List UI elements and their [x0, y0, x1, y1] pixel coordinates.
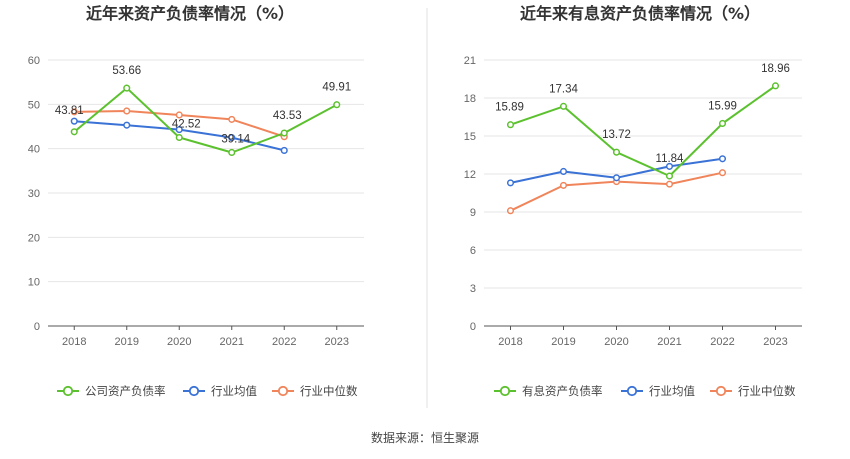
legend-marker-icon: [62, 385, 74, 397]
data-point-industry_avg: [123, 121, 131, 129]
legend-marker-icon: [188, 385, 200, 397]
chart-panel-interest-bearing-debt-ratio: 近年来有息资产负债率情况（%） 0 3 6 9 12 15 18 21 2018 2019 2020 2…: [464, 4, 802, 398]
y-tick-label: 10: [28, 277, 40, 289]
data-point-company: [175, 133, 183, 142]
y-tick-label: 0: [34, 321, 40, 333]
x-tick-label: 2019: [551, 336, 575, 348]
data-point-industry_median: [175, 111, 183, 119]
y-tick-label: 30: [28, 188, 40, 200]
y-tick-label: 0: [470, 321, 476, 333]
data-point-company: [559, 102, 568, 110]
legend-item-company: 有息资产负债率: [494, 384, 603, 398]
data-point-industry_median: [70, 108, 78, 116]
data-label: 49.91: [322, 82, 351, 94]
data-point-industry_median: [228, 115, 236, 123]
data-label: 15.99: [708, 100, 737, 112]
chart-title: 近年来有息资产负债率情况（%）: [520, 4, 760, 23]
legend-item-industry_median: 行业中位数: [710, 384, 796, 398]
y-tick-label: 20: [28, 232, 40, 244]
data-point-industry_median: [718, 169, 727, 177]
y-tick-label: 9: [470, 207, 476, 219]
data-point-company: [123, 84, 131, 92]
legend-item-company: 公司资产负债率: [57, 384, 166, 398]
data-label: 11.84: [656, 153, 685, 165]
data-point-company: [280, 129, 288, 137]
x-tick-label: 2020: [604, 336, 628, 348]
data-source-note: 数据来源：恒生聚源: [371, 430, 479, 445]
legend-label: 行业中位数: [300, 384, 358, 398]
y-tick-label: 3: [470, 283, 476, 295]
legend-marker-icon: [715, 385, 727, 397]
y-tick-label: 21: [464, 55, 476, 67]
legend-marker-icon: [626, 385, 638, 397]
series-line-company: [73, 87, 338, 154]
data-point-industry_avg: [612, 174, 621, 182]
legend-label: 公司资产负债率: [85, 384, 166, 398]
data-point-industry_avg: [70, 117, 78, 125]
data-point-company: [612, 148, 621, 156]
x-tick-label: 2021: [657, 336, 681, 348]
x-tick-label: 2022: [272, 336, 296, 348]
data-point-company: [665, 172, 674, 180]
y-tick-label: 6: [470, 245, 476, 257]
y-tick-label: 60: [28, 55, 40, 67]
data-point-industry_avg: [228, 134, 236, 142]
y-tick-label: 18: [464, 93, 476, 105]
x-tick-label: 2020: [167, 336, 191, 348]
y-tick-label: 40: [28, 144, 40, 156]
data-point-industry_median: [559, 181, 568, 189]
legend-item-industry_median: 行业中位数: [272, 384, 358, 398]
data-point-industry_median: [665, 180, 674, 188]
data-label: 43.81: [55, 105, 84, 117]
x-tick-label: 2022: [710, 336, 734, 348]
data-label: 39.14: [221, 133, 250, 145]
x-tick-label: 2023: [763, 336, 787, 348]
x-tick-label: 2019: [115, 336, 139, 348]
data-label: 43.53: [273, 110, 302, 122]
legend-marker-icon: [277, 385, 289, 397]
data-point-company: [228, 148, 236, 157]
data-point-industry_median: [506, 207, 515, 215]
data-label: 18.96: [761, 63, 790, 75]
data-label: 53.66: [112, 65, 141, 77]
data-point-company: [771, 82, 780, 90]
data-point-industry_avg: [280, 146, 288, 154]
legend-marker-icon: [499, 385, 511, 397]
chart-panel-debt-ratio: 近年来资产负债率情况（%） 0 10 20 30 40 50 60 2018 2019 2020 20…: [28, 4, 364, 398]
series-line-company: [510, 84, 777, 177]
legend-item-industry_avg: 行业均值: [621, 384, 695, 398]
x-tick-label: 2018: [498, 336, 522, 348]
data-point-industry_avg: [506, 179, 515, 187]
data-label: 15.89: [495, 102, 524, 114]
data-point-company: [70, 128, 78, 136]
legend-label: 有息资产负债率: [522, 384, 603, 398]
data-point-industry_avg: [665, 162, 674, 170]
y-tick-label: 50: [28, 99, 40, 111]
x-tick-label: 2018: [62, 336, 86, 348]
data-point-industry_avg: [559, 167, 568, 176]
data-label: 17.34: [549, 83, 578, 95]
data-point-company: [333, 101, 341, 109]
data-point-industry_avg: [175, 126, 183, 134]
data-label: 13.72: [602, 129, 631, 141]
x-tick-label: 2023: [325, 336, 349, 348]
legend-label: 行业均值: [649, 384, 695, 398]
y-tick-label: 15: [464, 131, 476, 143]
y-tick-label: 12: [464, 169, 476, 181]
data-point-industry_avg: [718, 155, 727, 163]
legend-label: 行业中位数: [738, 384, 796, 398]
data-point-company: [506, 121, 515, 129]
legend-item-industry_avg: 行业均值: [183, 384, 257, 398]
chart-title: 近年来资产负债率情况（%）: [86, 4, 294, 23]
data-label: 42.52: [172, 118, 201, 130]
data-point-company: [718, 119, 727, 128]
data-point-industry_median: [123, 107, 131, 115]
legend-label: 行业均值: [211, 384, 257, 398]
x-tick-label: 2021: [220, 336, 244, 348]
